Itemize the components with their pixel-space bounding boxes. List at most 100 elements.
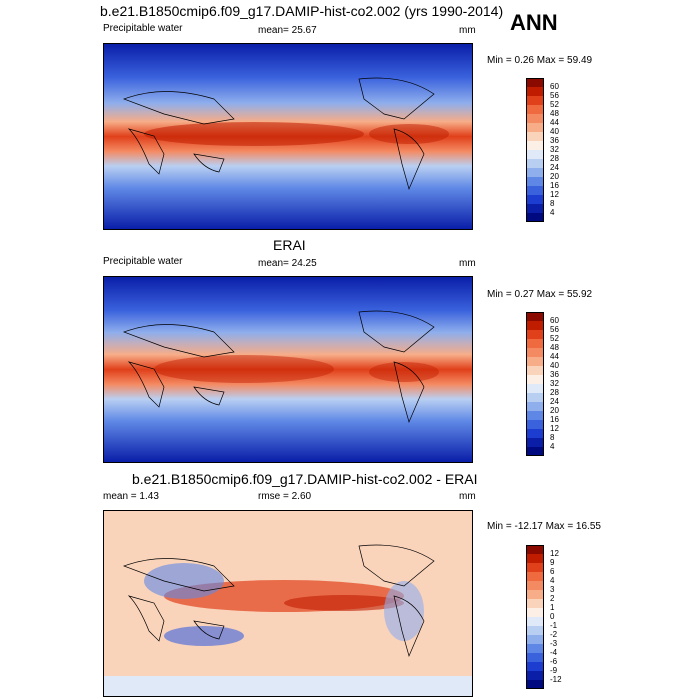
panel2-map xyxy=(103,276,473,463)
colorbar-label: 20 xyxy=(550,406,559,415)
colorbar-swatch xyxy=(526,366,544,375)
panel1-map xyxy=(103,43,473,230)
colorbar-swatch xyxy=(526,420,544,429)
panel3-rmse-label: rmse = 2.60 xyxy=(258,491,312,502)
colorbar-swatch xyxy=(526,581,544,590)
colorbar-swatch xyxy=(526,662,544,671)
panel1-units-label: mm xyxy=(459,25,476,36)
colorbar-label: 48 xyxy=(550,343,559,352)
colorbar-label: -4 xyxy=(550,648,558,657)
panel1-title: b.e21.B1850cmip6.f09_g17.DAMIP-hist-co2.… xyxy=(100,3,504,19)
panel1-mean-label: mean= 25.67 xyxy=(258,25,317,36)
colorbar-swatch xyxy=(526,384,544,393)
colorbar-swatch xyxy=(526,393,544,402)
colorbar-label: 28 xyxy=(550,388,559,397)
colorbar-swatch xyxy=(526,141,544,150)
colorbar-label: 8 xyxy=(550,433,555,442)
colorbar-swatch xyxy=(526,168,544,177)
colorbar-label: 12 xyxy=(550,549,559,558)
colorbar-swatch xyxy=(526,105,544,114)
panel1-variable-label: Precipitable water xyxy=(103,23,183,34)
colorbar-swatch xyxy=(526,590,544,599)
panel2-title: ERAI xyxy=(273,237,306,253)
colorbar-label: 32 xyxy=(550,145,559,154)
colorbar-swatch xyxy=(526,563,544,572)
colorbar-label: 44 xyxy=(550,352,559,361)
colorbar-label: 4 xyxy=(550,576,555,585)
colorbar-label: 36 xyxy=(550,136,559,145)
colorbar-swatch xyxy=(526,186,544,195)
colorbar-swatch xyxy=(526,150,544,159)
panel3-map xyxy=(103,510,473,697)
colorbar-swatch xyxy=(526,653,544,662)
colorbar-swatch xyxy=(526,617,544,626)
panel2-variable-label: Precipitable water xyxy=(103,256,183,267)
colorbar-label: 48 xyxy=(550,109,559,118)
colorbar-label: -2 xyxy=(550,630,558,639)
colorbar-label: 32 xyxy=(550,379,559,388)
colorbar-label: 40 xyxy=(550,127,559,136)
colorbar-label: -12 xyxy=(550,675,562,684)
panel2-units-label: mm xyxy=(459,258,476,269)
colorbar-label: 1 xyxy=(550,603,555,612)
colorbar-label: 60 xyxy=(550,316,559,325)
colorbar-swatch xyxy=(526,429,544,438)
colorbar-swatch xyxy=(526,213,544,222)
colorbar-label: 4 xyxy=(550,442,555,451)
colorbar-label: 56 xyxy=(550,91,559,100)
colorbar-swatch xyxy=(526,321,544,330)
colorbar-label: -3 xyxy=(550,639,558,648)
colorbar-swatch xyxy=(526,114,544,123)
colorbar-swatch xyxy=(526,375,544,384)
panel2-minmax-label: Min = 0.27 Max = 55.92 xyxy=(487,289,593,300)
colorbar-label: 36 xyxy=(550,370,559,379)
colorbar-label: 24 xyxy=(550,397,559,406)
colorbar-swatch xyxy=(526,78,544,87)
panel2-colorbar: 60 56 52 48 44 40 36 32 28 24 20 16 12 8 4 xyxy=(526,312,586,456)
panel2-mean-label: mean= 24.25 xyxy=(258,258,317,269)
season-label: ANN xyxy=(510,10,558,35)
colorbar-swatch xyxy=(526,411,544,420)
colorbar-label: 44 xyxy=(550,118,559,127)
colorbar-swatch xyxy=(526,447,544,456)
colorbar-label: 52 xyxy=(550,334,559,343)
colorbar-label: 40 xyxy=(550,361,559,370)
panel1-colorbar: 60 56 52 48 44 40 36 32 28 24 20 16 12 8 4 xyxy=(526,78,586,222)
colorbar-swatch xyxy=(526,599,544,608)
colorbar-swatch xyxy=(526,96,544,105)
colorbar-swatch xyxy=(526,608,544,617)
colorbar-label: -9 xyxy=(550,666,558,675)
colorbar-swatch xyxy=(526,87,544,96)
panel3-minmax-label: Min = -12.17 Max = 16.55 xyxy=(487,521,601,532)
colorbar-label: 16 xyxy=(550,415,559,424)
colorbar-swatch xyxy=(526,680,544,689)
colorbar-label: 24 xyxy=(550,163,559,172)
colorbar-swatch xyxy=(526,348,544,357)
panel3-units-label: mm xyxy=(459,491,476,502)
colorbar-swatch xyxy=(526,330,544,339)
colorbar-swatch xyxy=(526,438,544,447)
panel3-title: b.e21.B1850cmip6.f09_g17.DAMIP-hist-co2.… xyxy=(132,471,478,487)
colorbar-swatch xyxy=(526,177,544,186)
colorbar-swatch xyxy=(526,671,544,680)
colorbar-swatch xyxy=(526,545,544,554)
colorbar-label: 12 xyxy=(550,424,559,433)
colorbar-swatch xyxy=(526,312,544,321)
colorbar-label: -6 xyxy=(550,657,558,666)
colorbar-swatch xyxy=(526,572,544,581)
colorbar-label: 60 xyxy=(550,82,559,91)
colorbar-swatch xyxy=(526,339,544,348)
colorbar-swatch xyxy=(526,132,544,141)
colorbar-swatch xyxy=(526,159,544,168)
colorbar-swatch xyxy=(526,204,544,213)
colorbar-label: 56 xyxy=(550,325,559,334)
colorbar-swatch xyxy=(526,644,544,653)
colorbar-label: 9 xyxy=(550,558,555,567)
colorbar-label: 4 xyxy=(550,208,555,217)
colorbar-label: 8 xyxy=(550,199,555,208)
colorbar-swatch xyxy=(526,554,544,563)
colorbar-label: 3 xyxy=(550,585,555,594)
colorbar-swatch xyxy=(526,357,544,366)
colorbar-label: 20 xyxy=(550,172,559,181)
panel3-mean-label: mean = 1.43 xyxy=(103,491,159,502)
